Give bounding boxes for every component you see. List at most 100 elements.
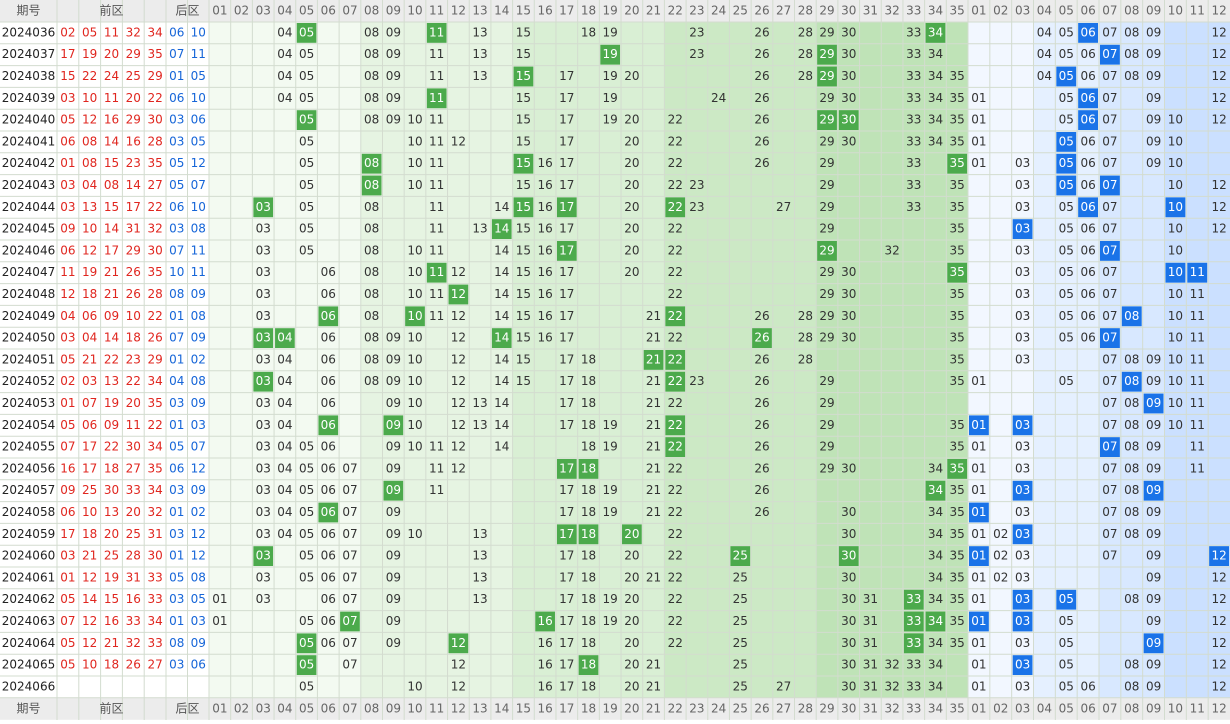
header-front-col: 27	[776, 4, 791, 18]
front-dist-number: 17	[559, 636, 574, 650]
back-dist-number: 12	[1211, 549, 1226, 563]
back-dist-number: 10	[1168, 396, 1183, 410]
front-number: 34	[147, 614, 162, 628]
back-hit	[1056, 589, 1077, 610]
back-dist-number: 10	[1168, 178, 1183, 192]
back-dist-number: 07	[1102, 200, 1117, 214]
back-number: 06	[191, 113, 206, 127]
front-dist-number: 12	[451, 658, 466, 672]
back-dist-number: 07	[1102, 69, 1117, 83]
front-dist-number: 35	[950, 461, 965, 475]
back-dist-number: 03	[1015, 461, 1030, 475]
front-dist-number: 22	[668, 396, 683, 410]
front-zone-bg	[772, 22, 795, 698]
front-dist-number: 26	[754, 47, 769, 61]
header-front-col: 17	[559, 701, 574, 715]
header-bg	[0, 0, 1230, 22]
front-number: 26	[126, 287, 141, 301]
front-dist-number: 22	[668, 592, 683, 606]
front-dist-number: 28	[798, 309, 813, 323]
front-dist-number: 21	[646, 418, 661, 432]
front-dist-number: 08	[364, 113, 379, 127]
back-dist-number: 07	[1102, 47, 1117, 61]
front-dist-number: 13	[472, 527, 487, 541]
header-front-col: 26	[754, 4, 769, 18]
front-number: 22	[82, 69, 97, 83]
front-dist-number: 30	[841, 331, 856, 345]
front-number: 25	[126, 69, 141, 83]
front-dist-number: 13	[472, 592, 487, 606]
front-dist-number: 33	[906, 200, 921, 214]
front-dist-number: 23	[689, 25, 704, 39]
front-dist-number: 17	[559, 527, 574, 541]
front-dist-number: 05	[299, 440, 314, 454]
back-dist-number: 01	[971, 505, 986, 519]
front-dist-number: 35	[950, 222, 965, 236]
front-dist-number: 35	[950, 418, 965, 432]
back-hit	[1012, 655, 1033, 675]
front-hit	[947, 459, 967, 479]
front-number: 15	[104, 200, 119, 214]
front-dist-number: 22	[668, 461, 683, 475]
front-number: 17	[82, 461, 97, 475]
front-dist-number: 05	[299, 658, 314, 672]
front-number: 22	[104, 352, 119, 366]
header-front-col: 07	[342, 4, 357, 18]
front-dist-number: 31	[863, 679, 878, 693]
front-dist-number: 08	[364, 47, 379, 61]
front-dist-number: 30	[841, 592, 856, 606]
front-dist-number: 17	[559, 418, 574, 432]
header-front-col: 14	[494, 701, 509, 715]
front-dist-number: 32	[884, 243, 899, 257]
front-dist-number: 03	[256, 527, 271, 541]
front-dist-number: 33	[906, 134, 921, 148]
front-dist-number: 14	[494, 243, 509, 257]
front-dist-number: 25	[733, 570, 748, 584]
back-dist-number: 07	[1102, 25, 1117, 39]
header-front-col: 09	[386, 4, 401, 18]
back-dist-number: 01	[971, 440, 986, 454]
back-zone-bg	[1164, 22, 1187, 698]
front-dist-number: 33	[906, 592, 921, 606]
front-dist-number: 34	[928, 527, 943, 541]
back-number: 05	[169, 156, 184, 170]
front-dist-number: 06	[321, 418, 336, 432]
front-dist-number: 06	[321, 592, 336, 606]
front-dist-number: 20	[624, 113, 639, 127]
front-dist-number: 09	[386, 69, 401, 83]
back-dist-number: 07	[1102, 352, 1117, 366]
front-dist-number: 10	[407, 679, 422, 693]
back-hit	[1121, 306, 1142, 327]
issue: 2024061	[2, 570, 55, 584]
front-dist-number: 34	[928, 614, 943, 628]
header-front-col: 02	[234, 701, 249, 715]
header-front-col: 05	[299, 4, 314, 18]
front-dist-number: 26	[754, 69, 769, 83]
back-dist-number: 01	[971, 527, 986, 541]
back-dist-number: 01	[971, 636, 986, 650]
front-hit	[665, 437, 686, 457]
front-dist-number: 13	[472, 549, 487, 563]
front-number: 05	[60, 352, 75, 366]
back-dist-number: 09	[1146, 636, 1161, 650]
front-number: 30	[126, 440, 141, 454]
back-zone-bg	[968, 22, 990, 698]
front-number: 03	[60, 91, 75, 105]
front-dist-number: 20	[624, 592, 639, 606]
front-dist-number: 28	[798, 47, 813, 61]
front-hit	[925, 611, 946, 632]
back-dist-number: 05	[1059, 614, 1074, 628]
front-dist-number: 29	[819, 200, 834, 214]
header-issue: 期号	[16, 4, 40, 18]
back-dist-number: 03	[1015, 636, 1030, 650]
back-dist-number: 05	[1059, 113, 1074, 127]
front-dist-number: 08	[364, 287, 379, 301]
back-dist-number: 08	[1124, 418, 1139, 432]
back-dist-number: 07	[1102, 527, 1117, 541]
front-number: 28	[126, 549, 141, 563]
back-dist-number: 12	[1211, 592, 1226, 606]
front-dist-number: 03	[256, 331, 271, 345]
back-number: 03	[191, 418, 206, 432]
header-front-col: 34	[928, 4, 943, 18]
back-dist-number: 09	[1146, 614, 1161, 628]
